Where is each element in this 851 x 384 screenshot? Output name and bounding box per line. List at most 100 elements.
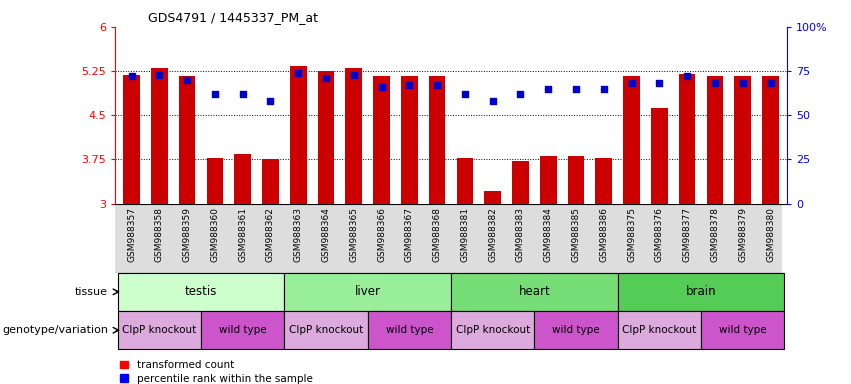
- Point: [763, 80, 777, 86]
- FancyBboxPatch shape: [451, 311, 534, 349]
- Text: wild type: wild type: [219, 325, 266, 335]
- Text: GSM988359: GSM988359: [183, 207, 191, 262]
- Text: GSM988367: GSM988367: [405, 207, 414, 262]
- Bar: [429, 76, 445, 204]
- Point: [625, 80, 638, 86]
- Point: [291, 70, 305, 76]
- Text: ClpP knockout: ClpP knockout: [123, 325, 197, 335]
- Bar: [317, 71, 334, 204]
- Bar: [734, 76, 751, 204]
- Text: GSM988357: GSM988357: [127, 207, 136, 262]
- FancyBboxPatch shape: [701, 311, 785, 349]
- Bar: [234, 154, 251, 204]
- FancyBboxPatch shape: [618, 311, 701, 349]
- Text: GSM988382: GSM988382: [488, 207, 497, 262]
- Bar: [207, 157, 223, 204]
- Point: [319, 75, 333, 81]
- Text: wild type: wild type: [386, 325, 433, 335]
- Point: [264, 98, 277, 104]
- Text: ClpP knockout: ClpP knockout: [455, 325, 530, 335]
- FancyBboxPatch shape: [201, 311, 284, 349]
- Point: [569, 86, 583, 92]
- FancyBboxPatch shape: [368, 311, 451, 349]
- FancyBboxPatch shape: [284, 311, 368, 349]
- Text: GSM988383: GSM988383: [516, 207, 525, 262]
- Point: [541, 86, 555, 92]
- Text: testis: testis: [185, 285, 217, 298]
- Point: [514, 91, 528, 97]
- Bar: [151, 68, 168, 204]
- Bar: [484, 190, 501, 204]
- Point: [597, 86, 611, 92]
- Text: GSM988385: GSM988385: [572, 207, 580, 262]
- Bar: [179, 76, 196, 204]
- Bar: [401, 76, 418, 204]
- Bar: [568, 156, 585, 204]
- Point: [374, 84, 388, 90]
- FancyBboxPatch shape: [117, 311, 201, 349]
- Point: [125, 73, 139, 79]
- Text: GSM988362: GSM988362: [266, 207, 275, 262]
- Bar: [374, 76, 390, 204]
- Text: GSM988377: GSM988377: [683, 207, 692, 262]
- Bar: [123, 75, 140, 204]
- Text: tissue: tissue: [75, 287, 108, 297]
- Bar: [512, 161, 528, 204]
- Text: GSM988366: GSM988366: [377, 207, 386, 262]
- Text: GSM988378: GSM988378: [711, 207, 719, 262]
- Text: wild type: wild type: [552, 325, 600, 335]
- Text: GDS4791 / 1445337_PM_at: GDS4791 / 1445337_PM_at: [149, 11, 318, 24]
- Point: [680, 73, 694, 79]
- Legend: transformed count, percentile rank within the sample: transformed count, percentile rank withi…: [120, 361, 312, 384]
- Text: GSM988360: GSM988360: [210, 207, 220, 262]
- Text: GSM988363: GSM988363: [294, 207, 303, 262]
- Bar: [651, 108, 668, 204]
- Text: GSM988368: GSM988368: [432, 207, 442, 262]
- Point: [152, 71, 166, 78]
- Point: [458, 91, 471, 97]
- Point: [208, 91, 222, 97]
- Bar: [596, 157, 612, 204]
- Point: [708, 80, 722, 86]
- FancyBboxPatch shape: [451, 273, 618, 311]
- Text: GSM988361: GSM988361: [238, 207, 247, 262]
- FancyBboxPatch shape: [618, 273, 785, 311]
- Bar: [540, 156, 557, 204]
- Bar: [706, 76, 723, 204]
- Bar: [457, 157, 473, 204]
- Point: [431, 82, 444, 88]
- Text: GSM988386: GSM988386: [599, 207, 608, 262]
- Point: [403, 82, 416, 88]
- Text: ClpP knockout: ClpP knockout: [288, 325, 363, 335]
- Text: GSM988384: GSM988384: [544, 207, 553, 262]
- Text: wild type: wild type: [719, 325, 767, 335]
- Text: brain: brain: [686, 285, 717, 298]
- Point: [236, 91, 249, 97]
- Bar: [346, 68, 363, 204]
- FancyBboxPatch shape: [284, 273, 451, 311]
- Text: GSM988365: GSM988365: [349, 207, 358, 262]
- Text: ClpP knockout: ClpP knockout: [622, 325, 696, 335]
- Text: GSM988379: GSM988379: [738, 207, 747, 262]
- Bar: [623, 76, 640, 204]
- Bar: [262, 159, 279, 204]
- Text: GSM988376: GSM988376: [655, 207, 664, 262]
- Text: GSM988358: GSM988358: [155, 207, 164, 262]
- Bar: [762, 76, 779, 204]
- Text: GSM988380: GSM988380: [766, 207, 775, 262]
- Text: genotype/variation: genotype/variation: [3, 325, 108, 335]
- Text: liver: liver: [355, 285, 380, 298]
- Point: [736, 80, 750, 86]
- FancyBboxPatch shape: [115, 204, 781, 273]
- FancyBboxPatch shape: [534, 311, 618, 349]
- Point: [486, 98, 500, 104]
- Point: [653, 80, 666, 86]
- Bar: [290, 66, 306, 204]
- Point: [347, 71, 361, 78]
- Bar: [679, 74, 695, 204]
- Point: [180, 77, 194, 83]
- Text: GSM988375: GSM988375: [627, 207, 636, 262]
- FancyBboxPatch shape: [117, 273, 284, 311]
- Text: GSM988381: GSM988381: [460, 207, 470, 262]
- Text: heart: heart: [518, 285, 551, 298]
